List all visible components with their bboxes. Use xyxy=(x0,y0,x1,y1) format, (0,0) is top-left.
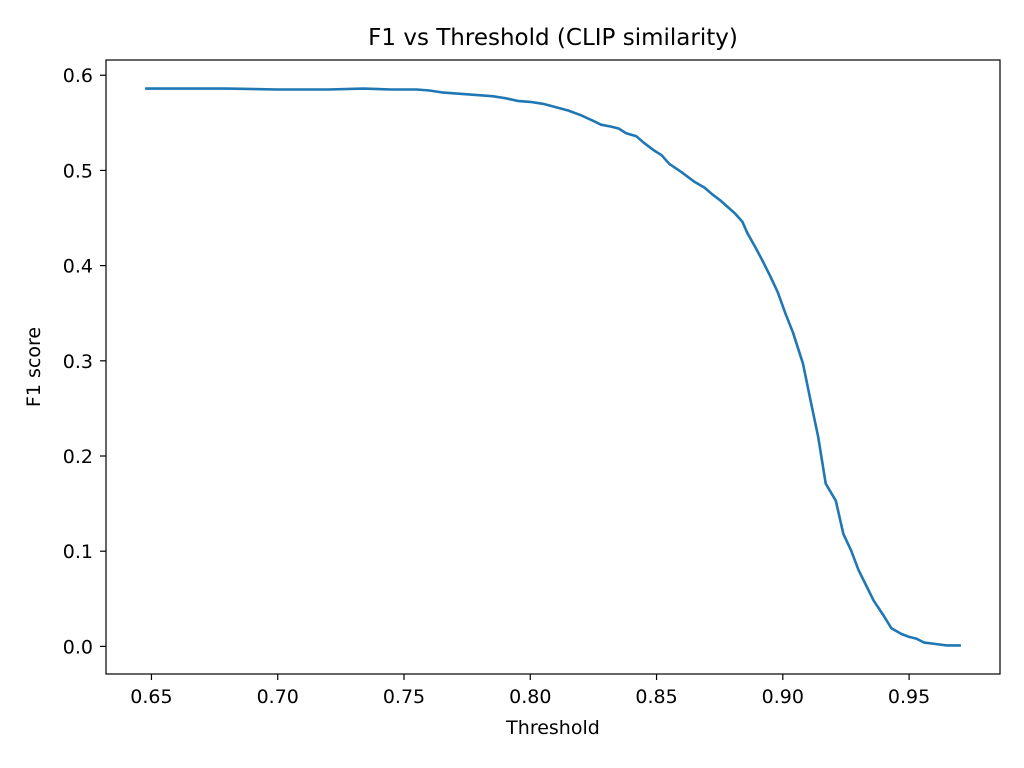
x-axis-label: Threshold xyxy=(505,717,600,739)
chart-title: F1 vs Threshold (CLIP similarity) xyxy=(368,25,738,51)
plot-area xyxy=(145,87,961,647)
x-tick-label: 0.75 xyxy=(383,686,425,708)
x-tick-label: 0.85 xyxy=(635,686,677,708)
x-tick-label: 0.80 xyxy=(509,686,551,708)
y-tick-label: 0.4 xyxy=(63,256,93,278)
x-tick-label: 0.65 xyxy=(130,686,172,708)
f1-series-line xyxy=(145,87,961,647)
y-tick-label: 0.1 xyxy=(63,541,93,563)
y-tick-label: 0.3 xyxy=(63,351,93,373)
x-tick-label: 0.70 xyxy=(257,686,299,708)
y-tick-label: 0.6 xyxy=(63,65,93,87)
y-tick-label: 0.0 xyxy=(63,636,93,658)
plot-frame xyxy=(105,59,1001,675)
x-tick-label: 0.90 xyxy=(762,686,804,708)
y-axis-label: F1 score xyxy=(23,327,45,407)
y-tick-label: 0.5 xyxy=(63,160,93,182)
y-axis-ticks: 0.0 0.1 0.2 0.3 0.4 0.5 0.6 xyxy=(63,65,106,658)
y-tick-label: 0.2 xyxy=(63,446,93,468)
x-axis-ticks: 0.65 0.70 0.75 0.80 0.85 0.90 0.95 xyxy=(130,674,930,708)
x-tick-label: 0.95 xyxy=(888,686,930,708)
